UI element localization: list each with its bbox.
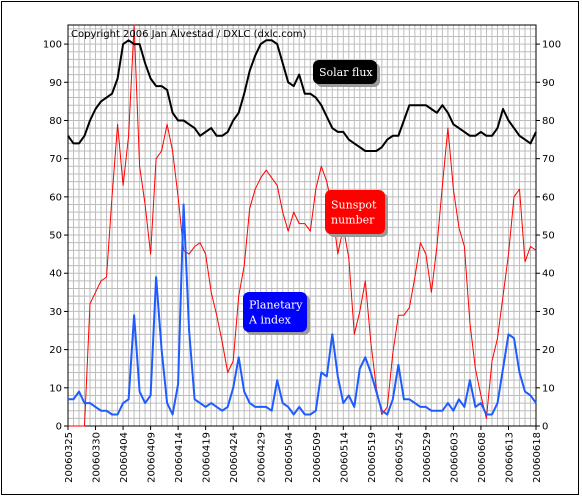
label-text-sunspot-number: Sunspot <box>331 199 377 212</box>
x-tick-label: 20060419 <box>202 432 213 483</box>
y-tick-label-right: 90 <box>542 78 555 89</box>
y-tick-label-left: 70 <box>49 154 62 165</box>
y-tick-label-right: 40 <box>542 269 555 280</box>
series-lines <box>67 24 537 427</box>
y-tick-label-left: 20 <box>49 345 62 356</box>
x-tick-label: 20060504 <box>284 432 295 483</box>
series-line-sunspot-number <box>68 24 537 427</box>
y-tick-label-left: 80 <box>49 116 62 127</box>
y-tick-label-right: 100 <box>542 40 561 51</box>
grid <box>68 25 536 426</box>
series-line-planetary-a-index <box>68 203 537 416</box>
label-box-solar-flux <box>313 60 377 84</box>
y-tick-label-left: 40 <box>49 269 62 280</box>
y-tick-label-right: 50 <box>542 231 555 242</box>
x-tick-label: 20060524 <box>394 432 405 483</box>
x-tick-label: 20060613 <box>504 432 515 483</box>
x-tick-label: 20060603 <box>449 432 460 483</box>
y-tick-label-right: 10 <box>542 383 555 394</box>
copyright-text: Copyright 2006 Jan Alvestad / DXLC (dxlc… <box>71 29 307 40</box>
x-tick-label: 20060429 <box>257 432 268 483</box>
y-tick-label-left: 60 <box>49 192 62 203</box>
x-tick-label: 20060608 <box>477 432 488 483</box>
plot-area <box>67 24 537 427</box>
x-axis-ticks: 20060325 20060330 20060404 20060409 20060414… <box>64 426 543 483</box>
y-tick-label-left: 0 <box>56 422 62 433</box>
y-tick-label-right: 60 <box>542 192 555 203</box>
y-tick-label-left: 30 <box>49 307 62 318</box>
x-tick-label: 20060330 <box>92 432 103 483</box>
x-tick-label: 20060514 <box>339 432 350 483</box>
label-box-sunspot-number <box>325 190 385 234</box>
series-line-solar-flux <box>67 39 537 152</box>
series-labels: Solar flux Sunspot number Planetary A index <box>243 60 388 335</box>
y-axis-ticks: 0 0 10 10 20 20 30 30 40 40 50 50 60 60 70 70 80 80 90 90 10… <box>43 40 561 433</box>
y-tick-label-right: 30 <box>542 307 555 318</box>
label-text-sunspot-number: number <box>331 214 375 227</box>
x-tick-label: 20060325 <box>64 432 75 483</box>
y-tick-label-right: 20 <box>542 345 555 356</box>
label-text-planetary-a-index: A index <box>248 314 292 327</box>
y-tick-label-left: 100 <box>43 40 62 51</box>
label-text-solar-flux: Solar flux <box>319 66 373 79</box>
x-tick-label: 20060509 <box>312 432 323 483</box>
y-tick-label-left: 90 <box>49 78 62 89</box>
x-tick-label: 20060409 <box>147 432 158 483</box>
x-tick-label: 20060618 <box>532 432 543 483</box>
x-tick-label: 20060414 <box>174 432 185 483</box>
y-tick-label-right: 0 <box>542 422 548 433</box>
y-tick-label-left: 50 <box>49 231 62 242</box>
y-tick-label-right: 80 <box>542 116 555 127</box>
x-tick-label: 20060519 <box>367 432 378 483</box>
x-tick-label: 20060404 <box>119 432 130 483</box>
x-tick-label: 20060424 <box>229 432 240 483</box>
label-text-planetary-a-index: Planetary <box>249 299 303 312</box>
label-box-planetary-a-index <box>243 292 307 332</box>
x-tick-label: 20060529 <box>422 432 433 483</box>
y-tick-label-right: 70 <box>542 154 555 165</box>
y-tick-label-left: 10 <box>49 383 62 394</box>
